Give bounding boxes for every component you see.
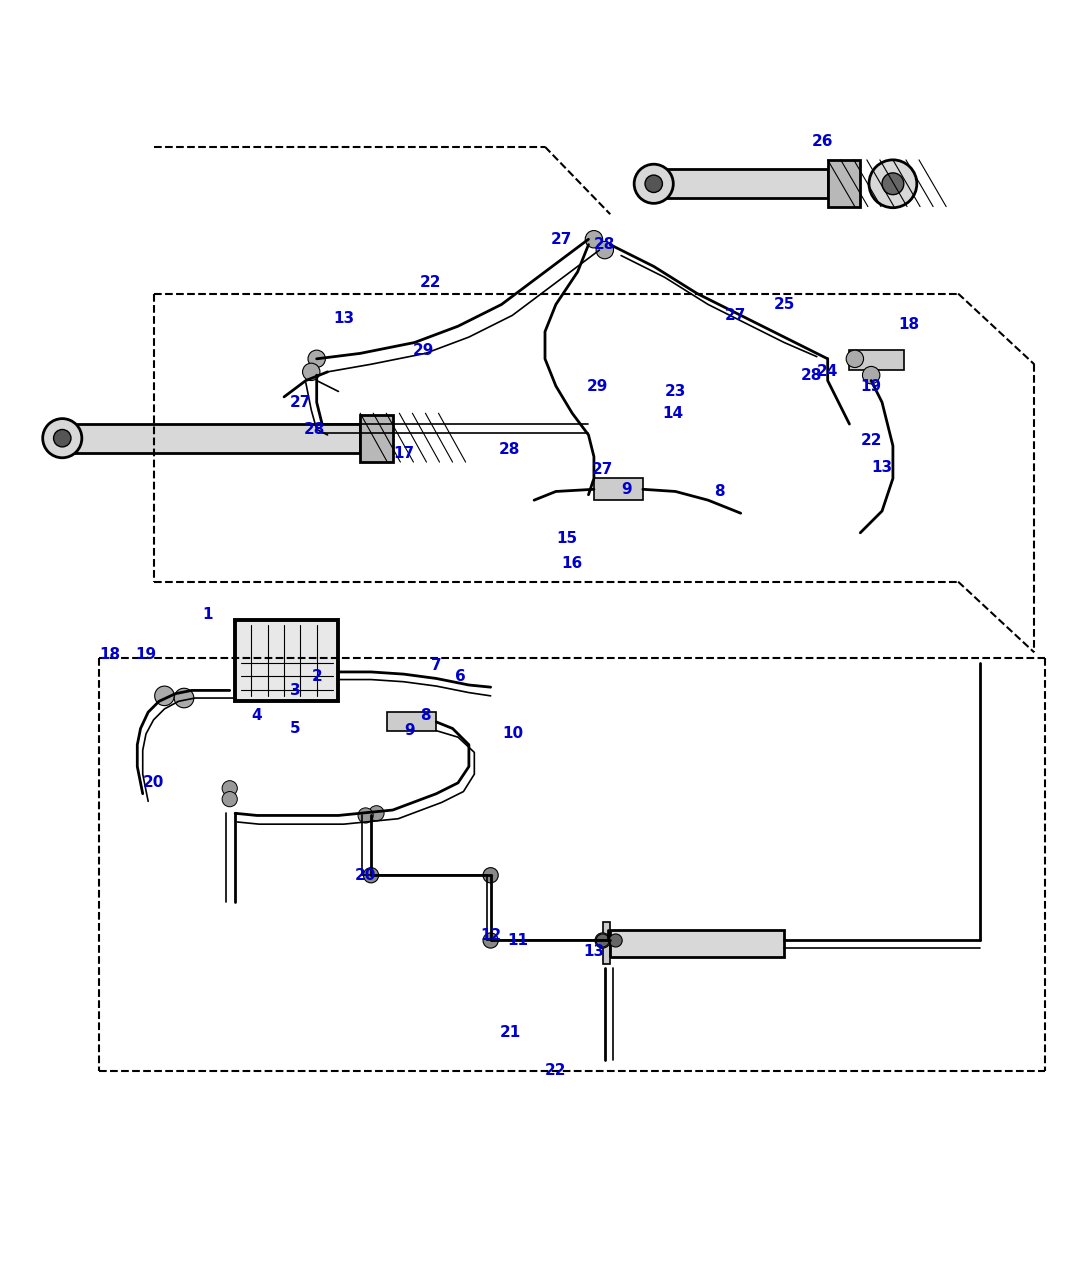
Text: 4: 4 xyxy=(252,708,263,722)
Circle shape xyxy=(43,418,82,458)
Text: 27: 27 xyxy=(592,462,614,477)
Circle shape xyxy=(596,934,609,947)
Circle shape xyxy=(846,350,863,367)
Text: 13: 13 xyxy=(872,461,893,475)
Text: 3: 3 xyxy=(290,683,300,698)
Text: 20: 20 xyxy=(355,867,376,883)
Circle shape xyxy=(609,934,622,947)
Circle shape xyxy=(363,867,378,883)
Circle shape xyxy=(585,231,603,248)
Circle shape xyxy=(155,686,174,706)
Text: 7: 7 xyxy=(431,658,441,672)
Text: 12: 12 xyxy=(480,928,501,943)
Text: 24: 24 xyxy=(818,364,838,380)
Text: 28: 28 xyxy=(594,237,616,253)
Text: 9: 9 xyxy=(403,724,414,738)
Polygon shape xyxy=(827,160,860,207)
Text: 22: 22 xyxy=(860,432,882,448)
Text: 18: 18 xyxy=(99,647,121,662)
Text: 15: 15 xyxy=(556,531,578,545)
Text: 9: 9 xyxy=(621,482,632,497)
Circle shape xyxy=(222,780,238,795)
Text: 22: 22 xyxy=(545,1064,567,1079)
Text: 23: 23 xyxy=(665,384,686,399)
Polygon shape xyxy=(849,350,904,370)
Polygon shape xyxy=(235,620,338,702)
Polygon shape xyxy=(360,416,392,462)
Polygon shape xyxy=(56,425,360,453)
Polygon shape xyxy=(387,712,436,730)
Text: 13: 13 xyxy=(583,944,605,958)
Circle shape xyxy=(368,806,384,821)
Text: 16: 16 xyxy=(561,556,583,571)
Text: 11: 11 xyxy=(507,933,529,948)
Circle shape xyxy=(222,792,238,807)
Text: 5: 5 xyxy=(290,721,300,736)
Text: 21: 21 xyxy=(499,1025,521,1041)
Text: 22: 22 xyxy=(420,276,441,290)
Text: 26: 26 xyxy=(811,133,833,149)
Text: 19: 19 xyxy=(861,378,882,394)
Text: 27: 27 xyxy=(550,232,572,246)
Polygon shape xyxy=(649,168,827,198)
Text: 1: 1 xyxy=(203,607,214,622)
Circle shape xyxy=(483,867,498,883)
Circle shape xyxy=(483,933,498,948)
Text: 28: 28 xyxy=(498,441,520,457)
Text: 13: 13 xyxy=(334,310,354,326)
Text: 8: 8 xyxy=(714,484,724,499)
Polygon shape xyxy=(610,930,784,957)
Text: 20: 20 xyxy=(143,775,165,790)
Circle shape xyxy=(882,173,904,195)
Circle shape xyxy=(308,350,326,367)
Text: 25: 25 xyxy=(774,296,795,312)
Circle shape xyxy=(862,367,880,384)
Text: 27: 27 xyxy=(290,395,311,409)
Polygon shape xyxy=(603,922,610,965)
Text: 27: 27 xyxy=(725,308,746,323)
Text: 2: 2 xyxy=(312,668,322,684)
Circle shape xyxy=(358,808,373,824)
Text: 29: 29 xyxy=(586,378,608,394)
Circle shape xyxy=(53,430,71,446)
Text: 14: 14 xyxy=(663,405,683,421)
Circle shape xyxy=(303,363,320,381)
Circle shape xyxy=(596,241,614,259)
Text: 19: 19 xyxy=(135,647,157,662)
Circle shape xyxy=(645,174,663,192)
Text: 17: 17 xyxy=(393,446,414,461)
Circle shape xyxy=(634,164,674,203)
Text: 10: 10 xyxy=(501,726,523,742)
Circle shape xyxy=(595,933,610,948)
Text: 8: 8 xyxy=(420,708,431,722)
Text: 28: 28 xyxy=(304,422,325,438)
Polygon shape xyxy=(594,479,643,500)
Text: 29: 29 xyxy=(412,343,434,358)
Circle shape xyxy=(869,160,917,208)
Text: 6: 6 xyxy=(455,668,465,684)
Circle shape xyxy=(174,688,194,708)
Text: 18: 18 xyxy=(898,317,920,331)
Text: 28: 28 xyxy=(801,368,822,382)
